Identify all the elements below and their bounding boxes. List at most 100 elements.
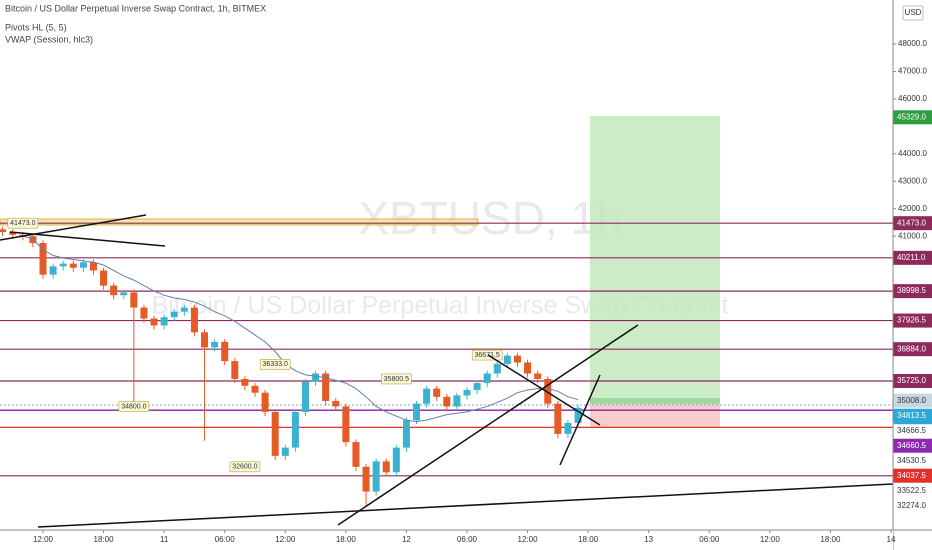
candle-body <box>69 263 77 268</box>
level-label-box <box>893 284 932 299</box>
y-tick-label: 46000.0 <box>898 94 927 103</box>
level-label-box <box>893 250 932 265</box>
candle-body <box>554 403 562 434</box>
candle-body <box>150 318 158 326</box>
x-tick-label: 12 <box>402 535 411 544</box>
candle-body <box>120 292 128 296</box>
x-tick-label: 18:00 <box>336 535 357 544</box>
y-tick-label: 47000.0 <box>898 67 927 76</box>
candle-body <box>9 232 17 235</box>
candle-body <box>332 400 340 407</box>
trend-line <box>337 324 639 526</box>
x-tick-label: 18:00 <box>94 535 115 544</box>
level-label: 41473.0 <box>897 218 926 227</box>
currency-button[interactable] <box>902 5 924 21</box>
time-axis <box>0 530 893 550</box>
level-label: 35008.0 <box>897 396 926 405</box>
level-label-box <box>893 342 932 357</box>
level-label: 38998.5 <box>897 286 926 295</box>
x-tick-label: 14 <box>887 535 896 544</box>
level-label-box <box>893 393 932 408</box>
candle-body <box>564 422 572 434</box>
candle-body <box>281 447 289 456</box>
level-label-box <box>893 438 932 453</box>
level-label-box <box>893 313 932 328</box>
level-label-box <box>893 110 932 125</box>
trend-line <box>37 483 894 528</box>
x-tick-label: 18:00 <box>578 535 599 544</box>
pivot-label: 34800.0 <box>121 403 146 410</box>
candle-body <box>534 373 542 379</box>
level-label-box <box>894 454 932 468</box>
candle-body <box>372 461 380 492</box>
candle-body <box>362 466 370 492</box>
trend-line <box>559 374 601 466</box>
pivot-box <box>259 359 291 370</box>
pivot-label: 35800.5 <box>384 376 409 383</box>
pivot-label: 36671.5 <box>475 352 500 359</box>
level-label-box <box>894 424 932 438</box>
candle-body <box>301 381 309 412</box>
legend-title: Bitcoin / US Dollar Perpetual Inverse Sw… <box>5 3 266 13</box>
pivot-label: 36333.0 <box>263 361 288 368</box>
candle-body <box>110 285 118 296</box>
x-tick-label: 06:00 <box>699 535 720 544</box>
candle-body <box>413 403 421 421</box>
candle-body <box>453 395 461 407</box>
trend-line <box>487 354 601 426</box>
axes: 12:00 18:00 11 06:00 12:00 18:00 12 06:00 12:00 1… <box>33 39 932 544</box>
pivot-label: 32600.0 <box>232 464 257 471</box>
candle-body <box>221 341 229 362</box>
candle-body <box>312 373 320 382</box>
vwap-line <box>22 235 579 423</box>
candle-body <box>251 385 259 393</box>
pivot-box <box>471 349 503 361</box>
candle-body <box>473 383 481 390</box>
candle-body <box>170 311 178 318</box>
candle-body <box>59 263 67 267</box>
candle-body <box>261 392 269 412</box>
level-label-box <box>894 499 932 513</box>
candle-body <box>503 355 511 364</box>
pivot-box <box>381 373 412 385</box>
x-tick-label: 12:00 <box>275 535 296 544</box>
currency[interactable]: USD <box>905 8 922 17</box>
pivot-band <box>0 218 479 226</box>
level-label-box <box>893 468 932 483</box>
level-label: 35725.0 <box>897 376 926 385</box>
candle-body <box>160 317 168 326</box>
x-tick-label: 06:00 <box>457 535 478 544</box>
y-tick-label: 48000.0 <box>898 39 927 48</box>
y-tick-label: 41000.0 <box>898 231 927 240</box>
level-label: 34530.5 <box>897 456 926 465</box>
pivot-box <box>118 401 150 412</box>
candle-body <box>100 270 108 286</box>
level-label-box <box>893 374 932 389</box>
level-label-box <box>894 484 932 498</box>
candle-body <box>544 378 552 404</box>
candle-body <box>392 447 400 473</box>
candle-body <box>574 407 582 423</box>
level-label: 45329.0 <box>897 112 926 121</box>
candle-body <box>322 373 330 401</box>
y-tick-label: 43000.0 <box>898 176 927 185</box>
y-tick-label: 42000.0 <box>898 204 927 213</box>
candle-body <box>382 461 390 473</box>
candle-body <box>190 307 198 333</box>
level-label: 40211.0 <box>897 253 926 262</box>
candle-body <box>463 389 471 396</box>
x-tick-label: 06:00 <box>215 535 236 544</box>
level-label: 34660.5 <box>897 441 926 450</box>
candle-body <box>180 307 188 312</box>
candle-body <box>241 378 249 386</box>
candle-body <box>271 411 279 456</box>
candle-body <box>89 262 97 271</box>
candle-body <box>130 292 138 308</box>
candle-body <box>49 266 57 275</box>
loss-zone <box>590 400 720 428</box>
level-label: 34666.5 <box>897 426 926 435</box>
level-label: 37926.5 <box>897 316 926 325</box>
watermark: XBTUSD, 1h <box>358 192 621 244</box>
